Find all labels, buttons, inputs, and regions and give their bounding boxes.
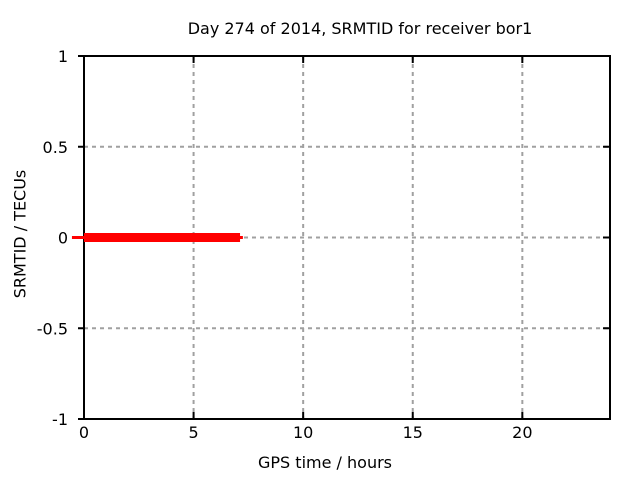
x-tick-label: 0 (79, 423, 89, 442)
x-tick-label: 20 (512, 423, 532, 442)
y-axis-label: SRMTID / TECUs (10, 169, 30, 299)
x-tick-label: 15 (403, 423, 423, 442)
y-tick-label: -1 (52, 410, 68, 429)
chart-title: Day 274 of 2014, SRMTID for receiver bor… (187, 19, 533, 38)
x-axis-label: GPS time / hours (258, 453, 392, 472)
y-tick-label: 0 (58, 229, 68, 248)
y-tick-label: -0.5 (37, 319, 68, 338)
y-tick-label: 0.5 (43, 138, 68, 157)
y-tick-label: 1 (58, 47, 68, 66)
x-tick-label: 5 (188, 423, 198, 442)
x-tick-label: 10 (293, 423, 313, 442)
